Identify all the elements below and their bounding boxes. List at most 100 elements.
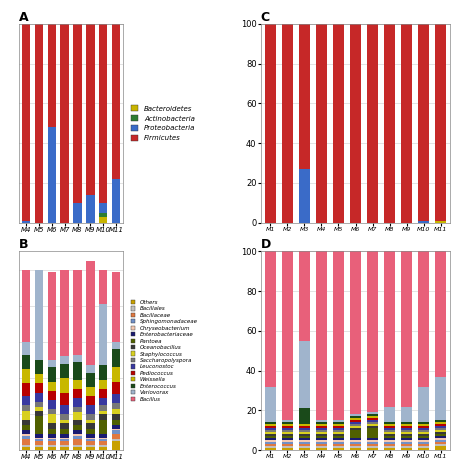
Bar bbox=[22, 425, 30, 430]
Bar bbox=[99, 414, 108, 419]
Bar bbox=[384, 444, 395, 447]
Bar bbox=[86, 387, 95, 396]
Bar bbox=[418, 434, 429, 437]
Bar bbox=[282, 427, 293, 428]
Bar bbox=[61, 423, 69, 428]
Bar bbox=[99, 389, 108, 398]
Bar bbox=[61, 441, 69, 445]
Bar bbox=[367, 447, 378, 448]
Bar bbox=[418, 24, 429, 221]
Bar bbox=[22, 445, 30, 447]
Bar bbox=[418, 444, 429, 447]
Bar bbox=[401, 442, 412, 444]
Bar bbox=[367, 247, 378, 412]
Bar bbox=[367, 417, 378, 419]
Bar bbox=[367, 420, 378, 422]
Bar bbox=[316, 245, 327, 420]
Bar bbox=[435, 422, 447, 424]
Bar bbox=[86, 439, 95, 441]
Bar bbox=[418, 440, 429, 442]
Bar bbox=[61, 447, 69, 450]
Bar bbox=[333, 447, 344, 448]
Bar bbox=[112, 342, 120, 349]
Bar bbox=[35, 401, 43, 407]
Bar bbox=[350, 442, 361, 444]
Bar bbox=[299, 24, 310, 169]
Bar bbox=[418, 438, 429, 440]
Bar bbox=[401, 444, 412, 447]
Bar bbox=[61, 24, 69, 223]
Bar bbox=[73, 445, 82, 447]
Bar bbox=[384, 428, 395, 430]
Bar bbox=[86, 445, 95, 447]
Bar bbox=[264, 448, 276, 450]
Bar bbox=[112, 425, 120, 428]
Bar bbox=[73, 439, 82, 445]
Bar bbox=[350, 24, 361, 223]
Bar bbox=[435, 428, 447, 430]
Bar bbox=[86, 396, 95, 405]
Bar bbox=[264, 24, 276, 223]
Bar bbox=[282, 432, 293, 434]
Bar bbox=[333, 427, 344, 428]
Bar bbox=[99, 380, 108, 389]
Bar bbox=[73, 425, 82, 430]
Bar bbox=[264, 444, 276, 447]
Bar bbox=[112, 428, 120, 430]
Bar bbox=[367, 422, 378, 424]
Bar bbox=[264, 427, 276, 428]
Bar bbox=[418, 387, 429, 422]
Bar bbox=[333, 434, 344, 437]
Bar bbox=[22, 430, 30, 434]
Bar bbox=[435, 251, 447, 377]
Bar bbox=[22, 221, 30, 223]
Bar bbox=[22, 355, 30, 369]
Bar bbox=[299, 448, 310, 450]
Bar bbox=[333, 420, 344, 422]
Bar bbox=[99, 441, 108, 445]
Bar bbox=[282, 444, 293, 447]
Bar bbox=[333, 444, 344, 447]
Bar bbox=[384, 434, 395, 437]
Bar bbox=[99, 217, 108, 223]
Bar bbox=[299, 409, 310, 424]
Bar bbox=[350, 428, 361, 430]
Bar bbox=[99, 410, 108, 414]
Bar bbox=[264, 442, 276, 444]
Bar bbox=[350, 417, 361, 419]
Bar bbox=[316, 444, 327, 447]
Bar bbox=[47, 272, 56, 360]
Bar bbox=[367, 414, 378, 417]
Bar bbox=[333, 448, 344, 450]
Bar bbox=[299, 432, 310, 434]
Bar bbox=[316, 424, 327, 427]
Bar bbox=[350, 438, 361, 440]
Bar bbox=[401, 448, 412, 450]
Bar bbox=[299, 438, 310, 440]
Bar bbox=[299, 341, 310, 409]
Bar bbox=[384, 424, 395, 427]
Bar bbox=[99, 419, 108, 434]
Bar bbox=[333, 440, 344, 442]
Bar bbox=[435, 438, 447, 440]
Bar bbox=[264, 424, 276, 427]
Bar bbox=[35, 434, 43, 438]
Bar bbox=[401, 447, 412, 448]
Bar bbox=[86, 434, 95, 438]
Bar bbox=[47, 414, 56, 423]
Bar bbox=[264, 387, 276, 422]
Bar bbox=[333, 430, 344, 432]
Bar bbox=[401, 424, 412, 427]
Bar bbox=[35, 407, 43, 410]
Bar bbox=[22, 434, 30, 436]
Bar bbox=[112, 439, 120, 441]
Bar bbox=[401, 438, 412, 440]
Bar bbox=[401, 243, 412, 407]
Bar bbox=[86, 438, 95, 439]
Bar bbox=[22, 419, 30, 425]
Bar bbox=[35, 410, 43, 416]
Bar bbox=[73, 434, 82, 436]
Bar bbox=[333, 422, 344, 424]
Bar bbox=[73, 355, 82, 362]
Bar bbox=[316, 422, 327, 424]
